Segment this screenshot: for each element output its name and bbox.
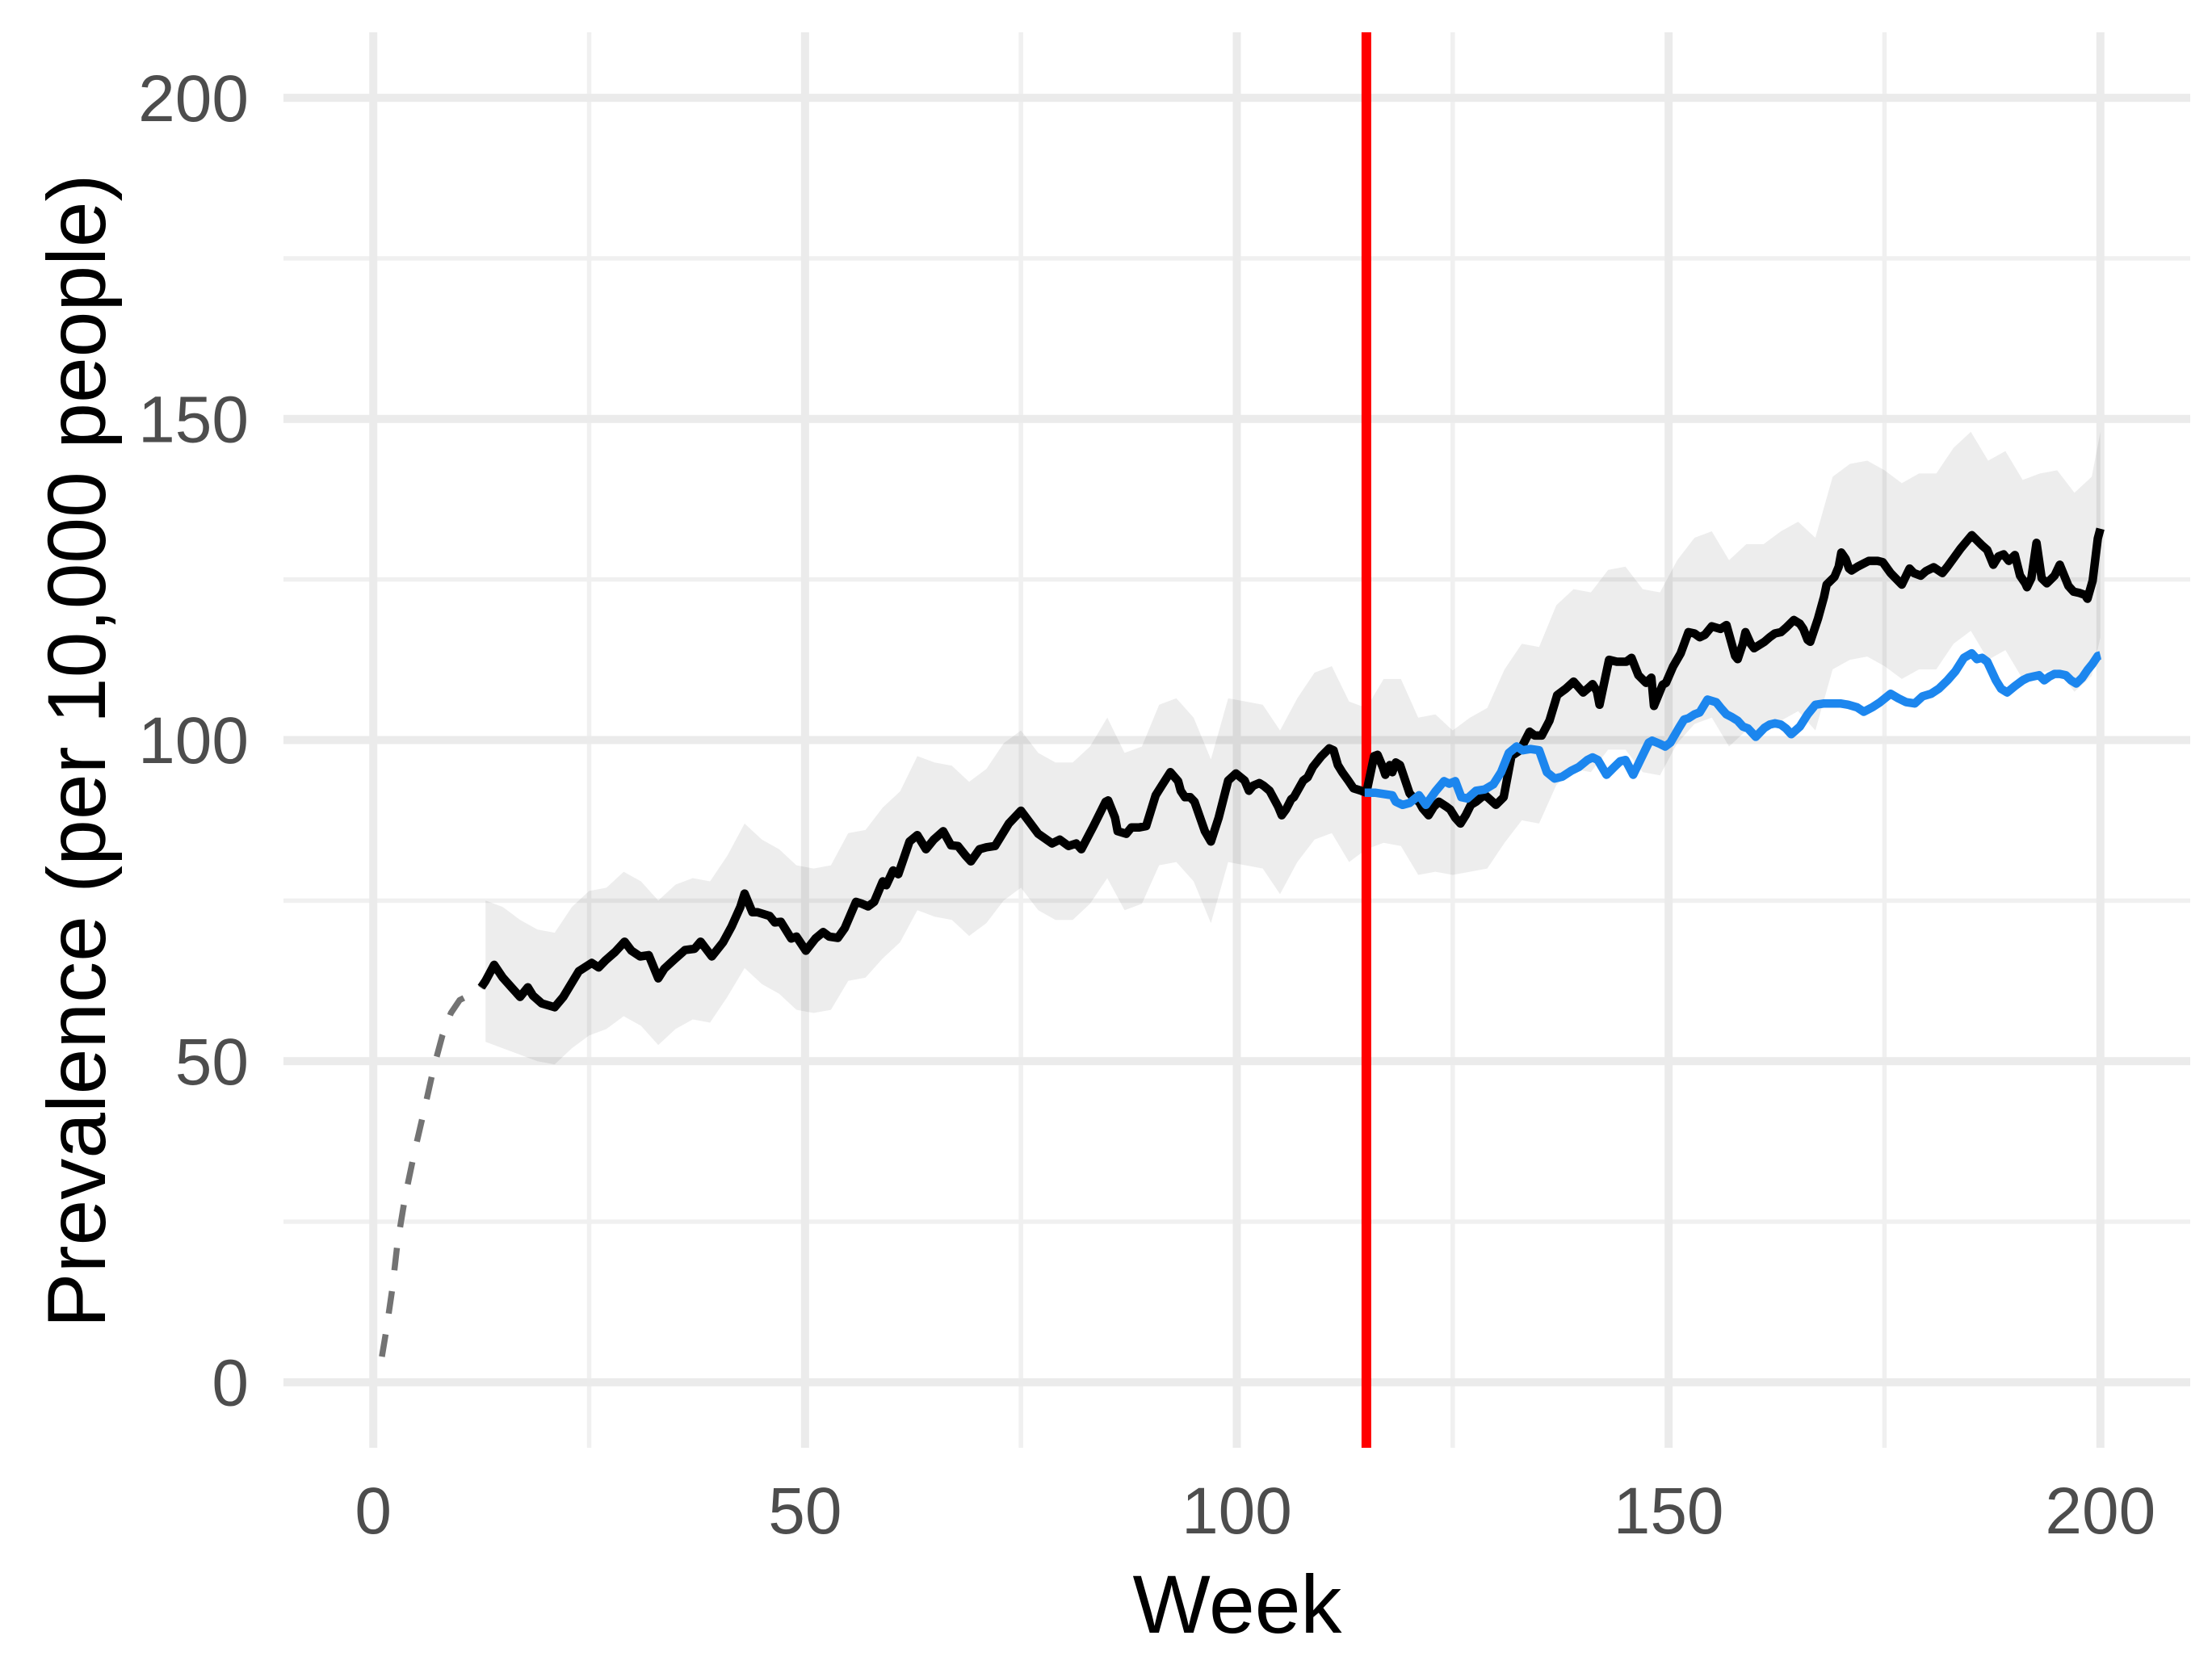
x-axis-title: Week xyxy=(1133,1558,1343,1650)
confidence-ribbon-area xyxy=(485,431,2101,1065)
y-tick-label: 50 xyxy=(175,1025,249,1099)
y-tick-label: 100 xyxy=(138,704,249,778)
x-tick-label: 150 xyxy=(1614,1474,1724,1548)
y-tick-label: 0 xyxy=(212,1347,249,1420)
x-tick-label: 100 xyxy=(1182,1474,1292,1548)
x-tick-label: 0 xyxy=(355,1474,392,1548)
x-tick-label: 50 xyxy=(768,1474,842,1548)
confidence-ribbon xyxy=(485,431,2101,1065)
data-series xyxy=(379,527,2105,1357)
blue-model-line xyxy=(1364,648,2102,810)
black-observed-line xyxy=(477,527,2105,1012)
x-tick-label: 200 xyxy=(2045,1474,2155,1548)
y-axis-title: Prevalence (per 10,000 people) xyxy=(31,174,123,1328)
y-tick-label: 150 xyxy=(138,384,249,457)
gridlines-major xyxy=(283,32,2190,1448)
axis-tick-labels: 0 50 100 150 200 0 50 100 150 200 xyxy=(138,62,2155,1548)
y-tick-label: 200 xyxy=(138,62,249,136)
dashed-burn-in-line xyxy=(379,985,485,1357)
